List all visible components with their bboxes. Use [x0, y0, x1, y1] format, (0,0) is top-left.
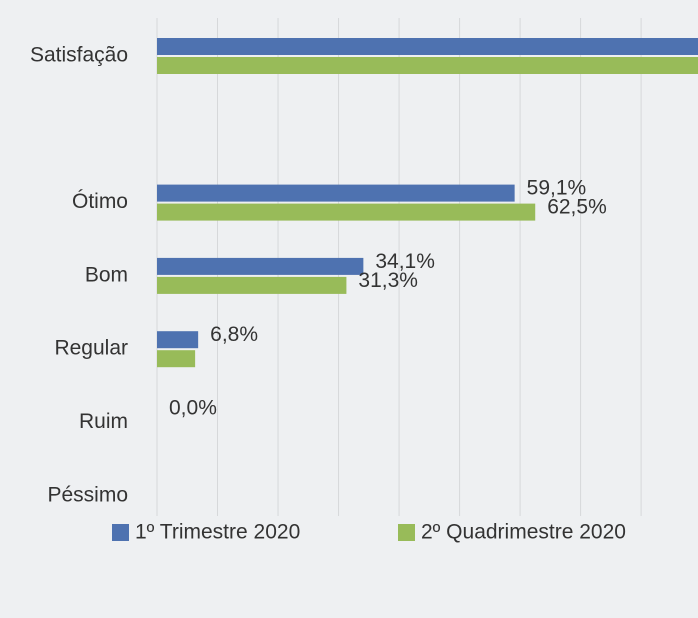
value-label: 34,1%	[375, 250, 435, 273]
y-tick-label: Regular	[54, 337, 128, 360]
value-label: 0,0%	[169, 397, 217, 420]
value-label: 59,1%	[527, 177, 587, 200]
bar	[157, 257, 364, 275]
bar	[157, 331, 199, 349]
value-label: 6,8%	[210, 323, 258, 346]
value-label: 62,5%	[547, 196, 607, 219]
y-tick-label: Péssimo	[47, 483, 128, 506]
bar	[157, 184, 515, 202]
bar	[157, 38, 698, 55]
y-tick-label: Bom	[85, 263, 128, 286]
y-tick-label: Satisfação	[30, 44, 128, 67]
bar	[157, 57, 698, 74]
bar	[157, 203, 536, 221]
y-tick-label: Ruim	[79, 410, 128, 433]
value-label: 31,3%	[358, 269, 418, 292]
legend-swatch	[112, 524, 129, 541]
bar	[157, 276, 347, 294]
y-tick-label: Ótimo	[72, 190, 128, 213]
legend-label: 1º Trimestre 2020	[135, 521, 300, 544]
legend-swatch	[398, 524, 415, 541]
legend-label: 2º Quadrimestre 2020	[421, 521, 626, 544]
bar	[157, 350, 196, 368]
